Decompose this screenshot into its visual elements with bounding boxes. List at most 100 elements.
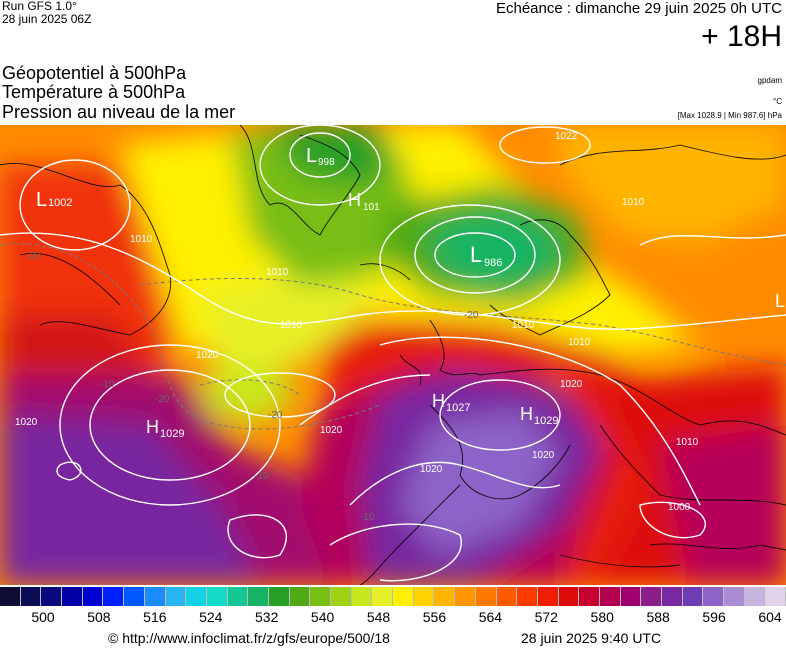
isobar-label: 1020 (420, 464, 443, 475)
generation-time: 28 juin 2025 9:40 UTC (521, 630, 662, 646)
color-scale-swatch (331, 587, 352, 606)
pressure-center-value: 1029 (534, 415, 558, 427)
color-scale-tick-label: 588 (646, 609, 670, 625)
coastlines (0, 125, 786, 585)
color-scale-swatch (103, 587, 125, 606)
color-scale-swatch (20, 587, 42, 606)
color-scale-swatch (372, 587, 394, 606)
color-scale-swatch (599, 587, 621, 606)
color-scale-swatch (248, 587, 269, 606)
color-scale-swatch (82, 587, 104, 606)
pressure-center-value: 101 (363, 202, 380, 213)
isobar-label: 1010 (568, 337, 591, 348)
color-scale-tick-label: 572 (534, 609, 558, 625)
isobar-label: 1010 (266, 267, 289, 278)
isotherm-label: -20 (464, 310, 479, 321)
color-scale-tick-label: 540 (310, 609, 335, 625)
isobar-labels: 1022 1010 1010 1010 1010 1020 1020 1020 … (15, 131, 699, 513)
pressure-center-value: 986 (484, 257, 502, 269)
isotherm-label: -20 (26, 251, 41, 262)
color-scale-swatch (682, 587, 704, 606)
color-scale-swatch (434, 587, 456, 606)
isobar-label: 1010 (676, 437, 699, 448)
isobar-label: 1010 (512, 320, 535, 331)
color-scale-tick-label: 500 (31, 609, 55, 625)
run-date: 28 juin 2025 06Z (2, 12, 92, 26)
isobar-label: 1020 (15, 417, 38, 428)
color-scale-swatch (351, 587, 373, 606)
color-scale-swatch (579, 587, 600, 606)
pressure-center-value: 998 (318, 157, 335, 168)
color-scale-swatch (703, 587, 725, 606)
isobar-label: 1020 (560, 379, 583, 390)
color-scale-swatch (517, 587, 538, 606)
color-scale-swatch (124, 587, 145, 606)
forecast-lead-time: + 18H (701, 20, 782, 53)
unit-geopotential: gpdam (757, 76, 782, 85)
color-scale-swatch (186, 587, 207, 606)
color-scale-swatch (62, 587, 83, 606)
color-scale-swatch (724, 587, 745, 606)
isobar-label: 1022 (555, 131, 578, 142)
color-scale-tick-label: 604 (758, 609, 782, 625)
isobar-label: 1020 (320, 425, 343, 436)
color-scale-swatch (289, 587, 311, 606)
isobar-label: 1020 (196, 350, 219, 361)
isotherm-labels: -20 -20 -20 -20 -10 -10 -10 (26, 251, 479, 523)
pressure-center-value: 1029 (160, 428, 184, 440)
color-scale-swatch (455, 587, 476, 606)
color-scale-swatch (475, 587, 497, 606)
pressure-centers: L 998 L 1002 H 101 L 986 H 1027 H 1029 H… (36, 145, 785, 440)
pressure-center: H (432, 391, 445, 411)
color-scale-tick-label: 508 (87, 609, 111, 625)
color-scale-swatch (41, 587, 63, 606)
color-scale-swatch (227, 587, 249, 606)
color-scale-tick-label: 556 (422, 609, 447, 625)
color-scale-tick-label: 564 (478, 609, 503, 625)
forecast-map: L 998 L 1002 H 101 L 986 H 1027 H 1029 H… (0, 125, 786, 585)
pressure-center: L (775, 291, 785, 311)
isobar-label: 1010 (130, 234, 153, 245)
isobar-label: 1000 (668, 502, 691, 513)
pressure-center: H (520, 404, 533, 424)
isotherm-label: -10 (254, 471, 269, 482)
color-scale-swatch (765, 587, 786, 606)
pressure-center: L (470, 242, 482, 267)
run-label: Run GFS 1.0° (2, 0, 77, 13)
pressure-center: H (146, 417, 159, 437)
color-scale-swatch (206, 587, 228, 606)
parameter-geopotential: Géopotentiel à 500hPa (2, 63, 187, 83)
unit-temperature: °C (773, 97, 782, 106)
pressure-range: [Max 1028.9 | Min 987.6] hPa (677, 111, 782, 120)
pressure-center-value: 1027 (446, 402, 470, 414)
isotherm-label: -20 (268, 410, 283, 421)
color-scale-swatch (413, 587, 435, 606)
color-scale-tick-label: 596 (702, 609, 726, 625)
color-scale-swatch (144, 587, 166, 606)
color-scale-tick-label: 580 (590, 609, 614, 625)
color-scale-swatch (496, 587, 518, 606)
pressure-center-value: 1002 (48, 197, 72, 209)
color-scale-tick-label: 532 (255, 609, 279, 625)
isobar-label: 1020 (532, 450, 555, 461)
forecast-valid-time: Echéance : dimanche 29 juin 2025 0h UTC (495, 0, 782, 17)
color-scale-ticks: 500 508 516 524 532 540 548 556 564 572 580 588 596 6… (0, 609, 786, 625)
geopotential-field (0, 125, 786, 585)
color-scale-swatch (393, 587, 414, 606)
isotherm-label: -10 (100, 379, 115, 390)
color-scale-swatch (0, 587, 21, 606)
color-scale-swatch (165, 587, 187, 606)
isobars (0, 125, 786, 582)
color-scale-swatch (662, 587, 683, 606)
color-scale (0, 587, 786, 606)
color-scale-swatch (641, 587, 662, 606)
color-scale-tick-label: 524 (199, 609, 223, 625)
color-scale-tick-label: 548 (366, 609, 391, 625)
color-scale-swatch (268, 587, 290, 606)
color-scale-tick-label: 516 (143, 609, 167, 625)
color-scale-swatch (620, 587, 642, 606)
isobar-label: 1010 (622, 197, 645, 208)
isotherm-label: -10 (360, 512, 375, 523)
isobar-label: 1010 (280, 320, 303, 331)
parameter-pressure: Pression au niveau de la mer (2, 102, 236, 122)
